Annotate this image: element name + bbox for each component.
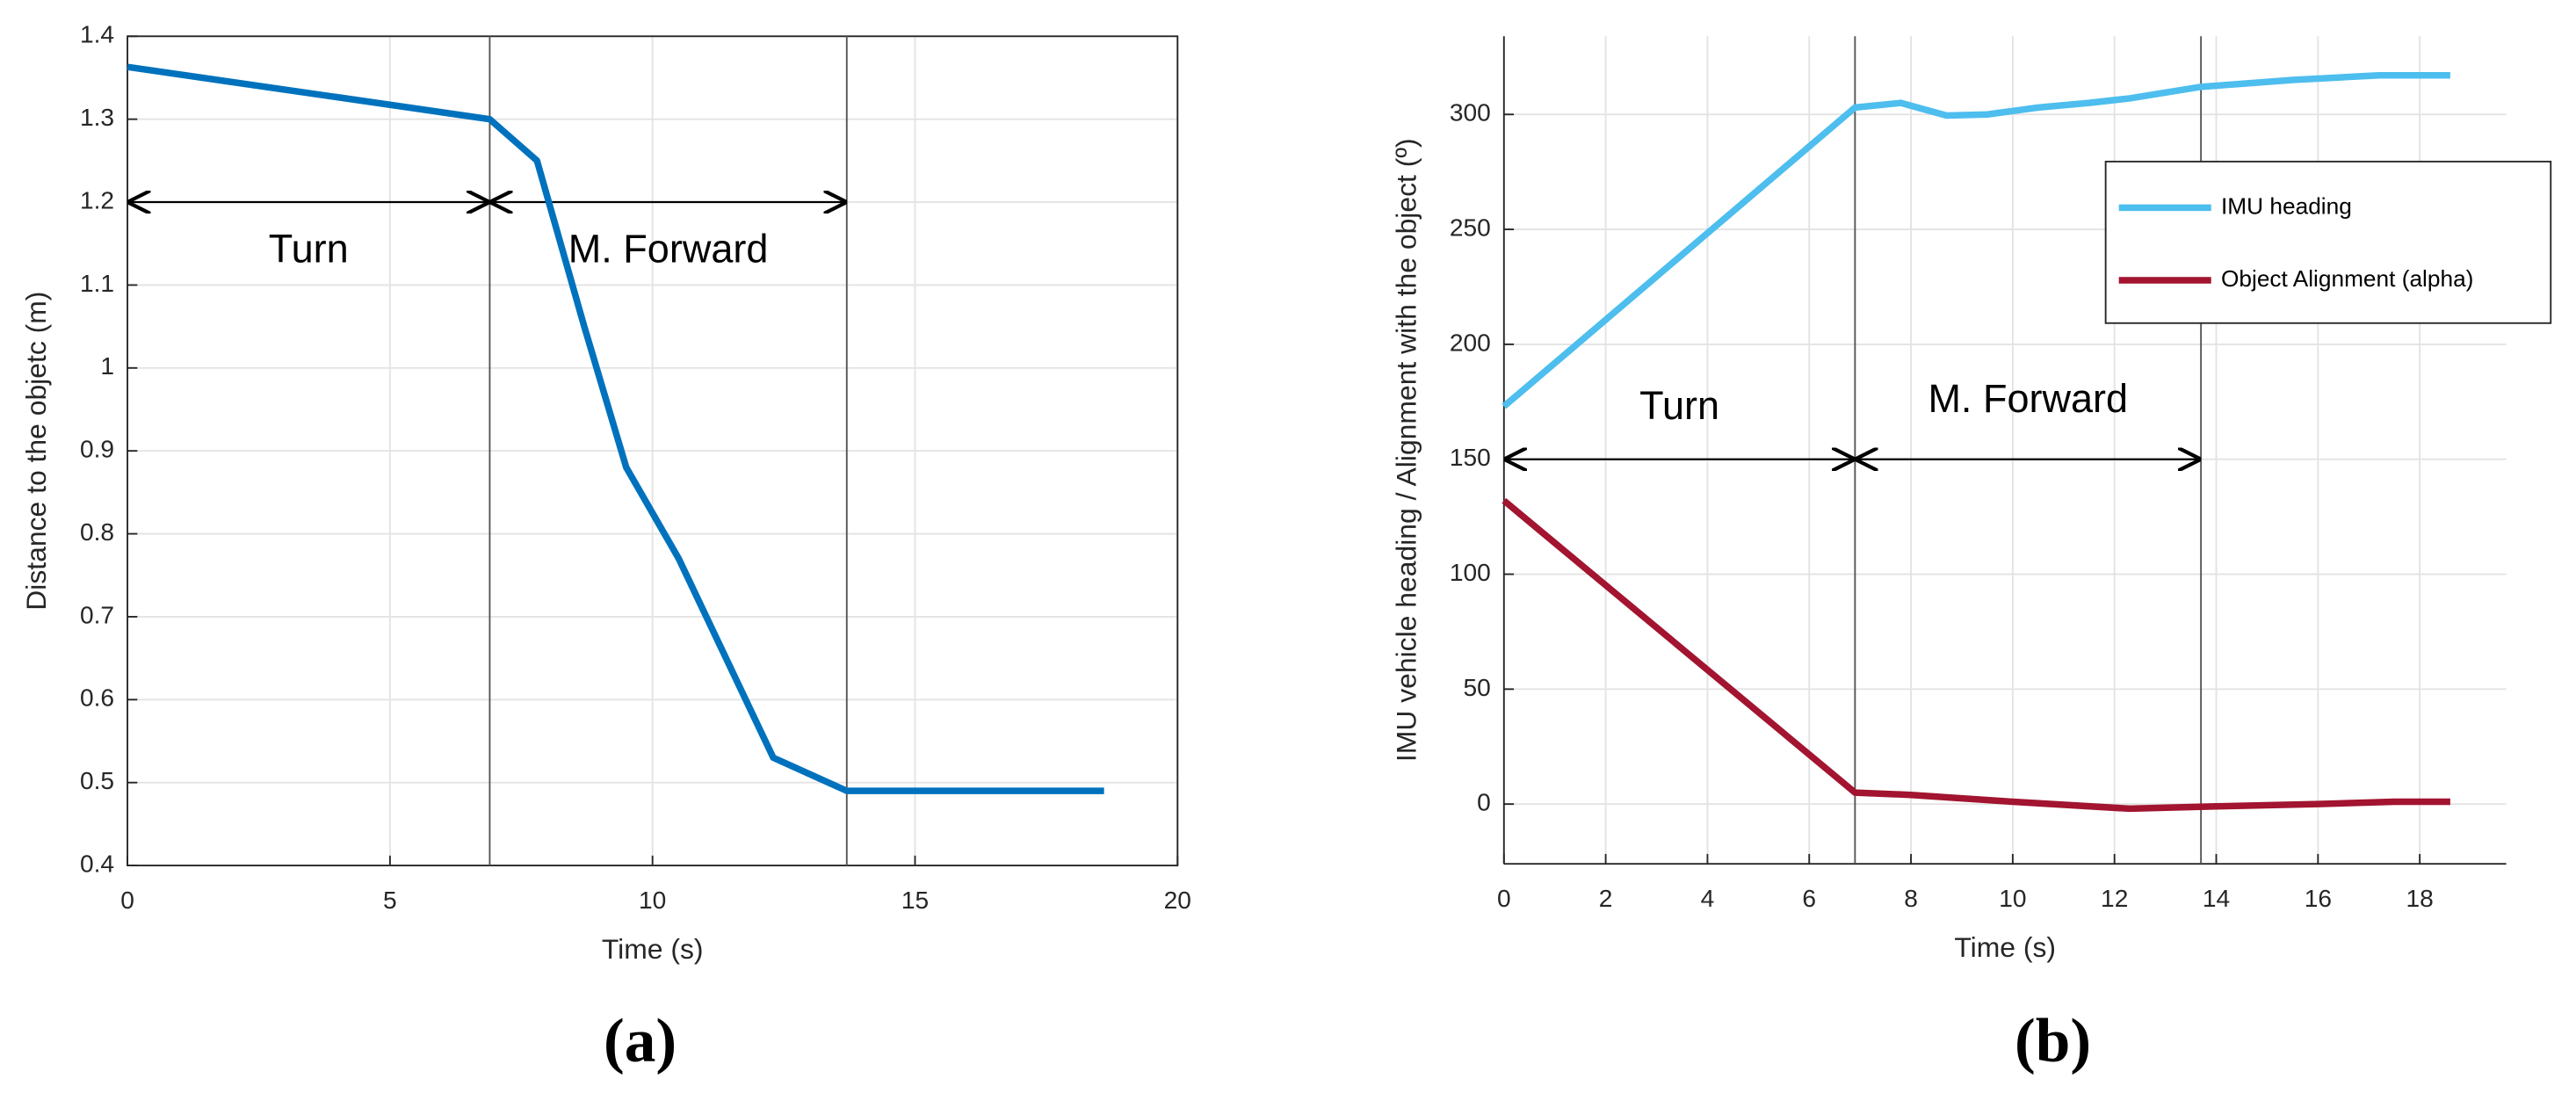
x-axis-label: Time (s) [602, 933, 704, 965]
y-axis-label: IMU vehicle heading / Alignment with the… [1390, 138, 1422, 762]
y-tick-label: 0.4 [80, 851, 114, 878]
x-tick-label: 10 [1999, 885, 2026, 912]
y-tick-label: 1 [100, 352, 114, 380]
x-tick-label: 18 [2406, 885, 2434, 912]
y-tick-label: 1.2 [80, 186, 114, 214]
x-tick-label: 0 [1497, 885, 1511, 912]
y-tick-label: 250 [1450, 214, 1491, 241]
y-tick-label: 0.5 [80, 767, 114, 794]
x-tick-label: 16 [2305, 885, 2332, 912]
phase-label: M. Forward [568, 227, 769, 271]
x-tick-label: 15 [901, 887, 929, 914]
x-tick-label: 2 [1599, 885, 1613, 912]
data-line [127, 63, 1104, 794]
y-tick-label: 1.3 [80, 104, 114, 131]
legend-box [2104, 160, 2552, 324]
y-tick-label: 0.6 [80, 684, 114, 712]
phase-label: Turn [269, 227, 349, 271]
y-tick-label: 1.1 [80, 270, 114, 297]
data-line [1501, 72, 2450, 409]
y-tick-label: 50 [1463, 674, 1490, 701]
x-tick-label: 4 [1701, 885, 1715, 912]
x-tick-label: 10 [639, 887, 666, 914]
x-tick-label: 0 [120, 887, 134, 914]
x-tick-label: 14 [2203, 885, 2230, 912]
y-tick-label: 0.8 [80, 518, 114, 546]
y-tick-label: 0 [1477, 789, 1491, 816]
panel-label: (b) [2015, 1006, 2091, 1075]
x-tick-label: 8 [1904, 885, 1918, 912]
panel-label: (a) [604, 1006, 677, 1075]
y-tick-label: 200 [1450, 329, 1491, 356]
x-tick-label: 6 [1802, 885, 1816, 912]
phase-label: Turn [1639, 383, 1719, 428]
y-axis-label: Distance to the objetc (m) [20, 292, 52, 611]
axes-box [127, 35, 1179, 867]
y-tick-label: 1.4 [80, 21, 114, 48]
x-tick-label: 5 [383, 887, 397, 914]
y-tick-label: 0.7 [80, 601, 114, 628]
y-tick-label: 300 [1450, 99, 1491, 127]
legend-label: IMU heading [2221, 192, 2352, 219]
x-axis-label: Time (s) [1954, 931, 2056, 963]
y-tick-label: 0.9 [80, 436, 114, 463]
data-line [1501, 497, 2450, 813]
phase-label: M. Forward [1928, 376, 2128, 421]
y-tick-label: 100 [1450, 559, 1491, 586]
x-tick-label: 20 [1164, 887, 1191, 914]
y-tick-label: 150 [1450, 444, 1491, 471]
legend-label: Object Alignment (alpha) [2221, 265, 2473, 292]
x-tick-label: 12 [2101, 885, 2128, 912]
